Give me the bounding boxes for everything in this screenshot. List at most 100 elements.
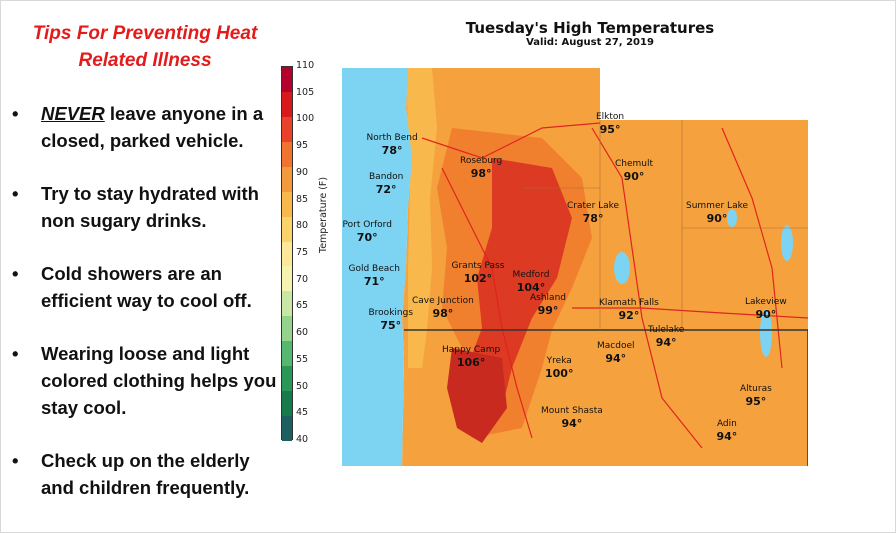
tip-text: leave anyone in a closed, parked vehicle… [41,103,264,151]
city-label: Summer Lake 90° [686,201,748,225]
city-temp: 90° [623,170,645,183]
city-label: Cave Junction 98° [412,296,474,320]
city-label: Port Orford 70° [343,220,392,244]
city-name: Cave Junction [412,296,474,306]
city-temp: 98° [470,167,492,180]
colorbar-tick-label: 70 [296,273,309,285]
bullet-icon: • [12,343,19,364]
city-temp: 92° [618,309,640,322]
city-label: Klamath Falls 92° [599,298,659,322]
colorbar-tick-label: 105 [296,86,315,98]
city-name: Grants Pass [451,261,505,271]
colorbar-segment [282,416,292,442]
city-label: Brookings 75° [369,308,414,332]
colorbar-segment [282,166,292,193]
colorbar-tick-label: 75 [296,247,309,258]
tip-text: Wearing loose and light colored clothing… [41,343,277,418]
city-temp: 75° [380,319,402,332]
colorbar-tick-label: 95 [296,140,309,152]
city-name: Roseburg [460,156,503,166]
colorbar-segment [282,266,292,292]
bullet-icon: • [12,450,19,471]
city-name: Brookings [368,308,414,318]
county-borders [522,120,808,330]
tip-item: • Try to stay hydrated with non sugary d… [12,180,282,234]
colorbar-label: Temperature (F) [318,176,329,253]
colorbar-segment [282,341,292,367]
city-name: Elkton [596,112,625,122]
city-label: Ashland 99° [530,293,566,317]
bullet-icon: • [12,183,19,204]
tip-text: Try to stay hydrated with non sugary dri… [41,183,259,231]
city-temp: 104° [516,281,546,294]
city-temp: 90° [755,308,777,321]
city-label: North Bend 78° [367,133,418,157]
bullet-icon: • [12,103,19,124]
city-temp: 71° [363,275,385,288]
city-temp: 94° [655,336,677,349]
ocean [342,68,412,466]
city-name: Port Orford [342,220,392,230]
city-temp: 90° [706,212,728,225]
city-label: Tulelake 94° [648,325,684,349]
colorbar-segment [282,191,292,218]
map-title: Tuesday's High Temperatures [465,19,715,37]
city-name: Macdoel [597,341,635,351]
city-name: Mount Shasta [541,406,603,416]
colorbar-tick-label: 50 [296,380,309,392]
tip-item: • Cold showers are an efficient way to c… [12,260,282,314]
colorbar-segment [282,316,292,342]
colorbar-tick-label: 45 [296,407,309,419]
tips-heading: Tips For Preventing Heat Related Illness [0,20,290,74]
city-temp: 100° [545,367,574,380]
goose-lake [760,309,772,357]
city-label: Macdoel 94° [597,341,635,365]
city-temp: 95° [599,123,621,136]
temperature-map [342,68,808,466]
highway-395 [721,127,783,369]
tips-list: • NEVER leave anyone in a closed, parked… [12,100,282,527]
tip-text: Cold showers are an efficient way to coo… [41,263,252,311]
city-label: Mount Shasta 94° [541,406,603,430]
city-temp: 94° [561,417,583,430]
city-name: Chemult [615,159,654,169]
colorbar-segment [282,116,292,143]
city-temp: 94° [605,352,627,365]
city-name: North Bend [366,133,418,143]
city-label: Grants Pass 102° [452,261,505,285]
city-name: Summer Lake [686,201,749,211]
upper-klamath-lake [614,252,630,284]
colorbar-tick-label: 65 [296,300,309,312]
bullet-icon: • [12,263,19,284]
colorbar-tick-label: 55 [296,353,309,365]
city-label: Yreka 100° [545,356,573,380]
city-name: Gold Beach [348,264,400,274]
temperature-colorbar [281,66,293,442]
colorbar-tick-label: 80 [296,220,309,232]
colorbar-tick-label: 90 [296,166,309,178]
tips-heading-line2: Related Illness [78,50,212,71]
city-label: Gold Beach 71° [349,264,400,288]
city-name: Happy Camp [442,345,501,355]
tip-text: Check up on the elderly and children fre… [41,450,250,498]
city-name: Ashland [530,293,566,303]
city-label: Elkton 95° [596,112,624,136]
city-label: Lakeview 90° [745,297,787,321]
colorbar-segment [282,366,292,392]
city-temp: 94° [716,430,738,443]
tip-emphasis: NEVER [41,103,105,124]
city-name: Klamath Falls [599,298,659,308]
city-name: Yreka [546,356,572,366]
colorbar-tick-label: 100 [296,113,315,125]
tips-heading-line1: Tips For Preventing Heat [32,23,258,44]
tip-item: • Check up on the elderly and children f… [12,447,282,501]
city-label: Happy Camp 106° [442,345,500,369]
city-label: Crater Lake 78° [567,201,619,225]
coastal-cool-zone [406,68,437,368]
city-name: Adin [716,419,737,429]
interstate-5 [441,167,533,439]
very-hot-zone [467,158,572,408]
colorbar-tick-label: 40 [296,434,309,445]
colorbar-tick-label: 60 [296,327,309,339]
colorbar-segment [282,291,292,317]
